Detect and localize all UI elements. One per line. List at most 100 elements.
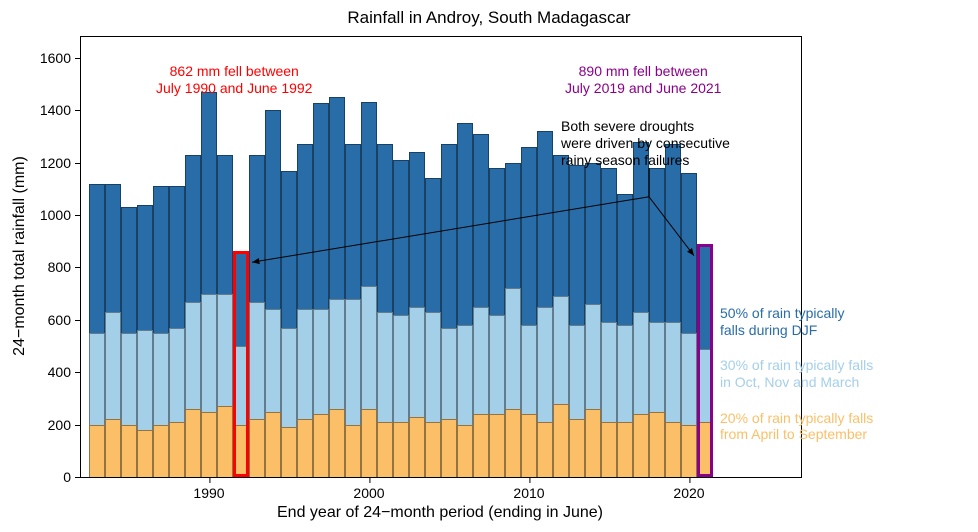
- bar-segment-djf: [697, 244, 713, 349]
- y-axis-label: 24−month total rainfall (mm): [11, 156, 29, 356]
- bar: [249, 155, 265, 477]
- bar: [697, 244, 713, 477]
- bar-segment-shoulder: [329, 299, 345, 409]
- y-tick: 1600: [40, 50, 81, 66]
- y-tick: 0: [63, 469, 81, 485]
- bar-segment-shoulder: [489, 315, 505, 415]
- bar-segment-dry: [377, 422, 393, 477]
- bar-segment-shoulder: [233, 346, 249, 425]
- bar-segment-dry: [313, 414, 329, 477]
- bar-segment-shoulder: [297, 309, 313, 419]
- bar: [105, 184, 121, 477]
- bar-segment-dry: [649, 412, 665, 477]
- x-tick: 1990: [193, 477, 224, 501]
- bar-segment-djf: [393, 160, 409, 315]
- bar-segment-djf: [313, 103, 329, 310]
- bar-segment-djf: [505, 163, 521, 289]
- bar-segment-dry: [585, 409, 601, 477]
- bar-segment-shoulder: [617, 325, 633, 422]
- bar-segment-djf: [409, 152, 425, 307]
- bar-segment-dry: [521, 414, 537, 477]
- bar: [345, 144, 361, 477]
- legend-dry: 20% of rain typically fallsfrom April to…: [720, 410, 873, 444]
- bar-segment-shoulder: [633, 312, 649, 414]
- y-tick: 200: [48, 417, 81, 433]
- bar: [617, 194, 633, 477]
- bar-segment-dry: [137, 430, 153, 477]
- y-tick: 1400: [40, 102, 81, 118]
- bar-segment-dry: [169, 422, 185, 477]
- bar: [569, 165, 585, 477]
- bar-segment-shoulder: [137, 330, 153, 430]
- bar-segment-djf: [553, 155, 569, 296]
- x-tick: 2020: [673, 477, 704, 501]
- bar: [121, 207, 137, 477]
- bar-segment-shoulder: [569, 325, 585, 419]
- bar-segment-dry: [665, 422, 681, 477]
- x-tick: 2010: [513, 477, 544, 501]
- legend-djf: 50% of rain typicallyfalls during DJF: [720, 305, 845, 339]
- bar-segment-djf: [265, 110, 281, 309]
- bar: [313, 103, 329, 477]
- bar: [89, 184, 105, 477]
- bar-segment-djf: [185, 155, 201, 302]
- bar-segment-djf: [665, 144, 681, 322]
- y-tick: 400: [48, 364, 81, 380]
- y-tick: 800: [48, 259, 81, 275]
- y-tick: 1000: [40, 207, 81, 223]
- bar-segment-djf: [441, 144, 457, 327]
- bar-segment-djf: [233, 252, 249, 346]
- drought-annotation-1992: 862 mm fell betweenJuly 1990 and June 19…: [156, 63, 312, 97]
- bar: [665, 144, 681, 477]
- bar-segment-shoulder: [537, 307, 553, 422]
- bar-segment-shoulder: [89, 333, 105, 425]
- bar-segment-dry: [329, 409, 345, 477]
- bar-segment-djf: [537, 131, 553, 306]
- bar-segment-dry: [217, 406, 233, 477]
- bar-segment-djf: [201, 92, 217, 294]
- bar-segment-shoulder: [505, 288, 521, 408]
- bar-segment-shoulder: [473, 307, 489, 414]
- bar-segment-shoulder: [265, 309, 281, 411]
- bar: [185, 155, 201, 477]
- bar-segment-shoulder: [201, 294, 217, 412]
- bar-segment-shoulder: [281, 328, 297, 428]
- bar-segment-shoulder: [121, 333, 137, 425]
- bar-segment-dry: [297, 419, 313, 477]
- bar-segment-shoulder: [377, 312, 393, 422]
- bar: [425, 178, 441, 477]
- bar-segment-dry: [473, 414, 489, 477]
- bar: [169, 186, 185, 477]
- bar-segment-djf: [649, 168, 665, 323]
- bar-segment-dry: [489, 414, 505, 477]
- bar-segment-dry: [249, 419, 265, 477]
- bar-segment-dry: [441, 419, 457, 477]
- bar: [393, 160, 409, 477]
- bar-segment-dry: [233, 425, 249, 477]
- bar-segment-shoulder: [585, 304, 601, 409]
- y-tick: 1200: [40, 155, 81, 171]
- bar-segment-shoulder: [521, 325, 537, 414]
- bar-segment-dry: [281, 427, 297, 477]
- bar: [457, 123, 473, 477]
- bar-segment-djf: [121, 207, 137, 333]
- bar-segment-dry: [89, 425, 105, 477]
- bar-segment-djf: [89, 184, 105, 333]
- bar-segment-dry: [537, 422, 553, 477]
- bar: [633, 142, 649, 477]
- bar-segment-dry: [265, 412, 281, 477]
- bar-segment-dry: [409, 417, 425, 477]
- bar-segment-shoulder: [169, 328, 185, 422]
- bar-segment-djf: [329, 97, 345, 299]
- bar-segment-djf: [169, 186, 185, 327]
- bar-segment-djf: [489, 168, 505, 315]
- bar-segment-shoulder: [393, 315, 409, 422]
- bar-segment-djf: [377, 144, 393, 312]
- bar-segment-djf: [601, 168, 617, 323]
- bar-segment-shoulder: [457, 325, 473, 425]
- bar: [281, 171, 297, 477]
- bar-segment-djf: [681, 173, 697, 333]
- bar-segment-shoulder: [217, 294, 233, 407]
- x-axis-label: End year of 24−month period (ending in J…: [80, 504, 800, 522]
- bar: [553, 155, 569, 477]
